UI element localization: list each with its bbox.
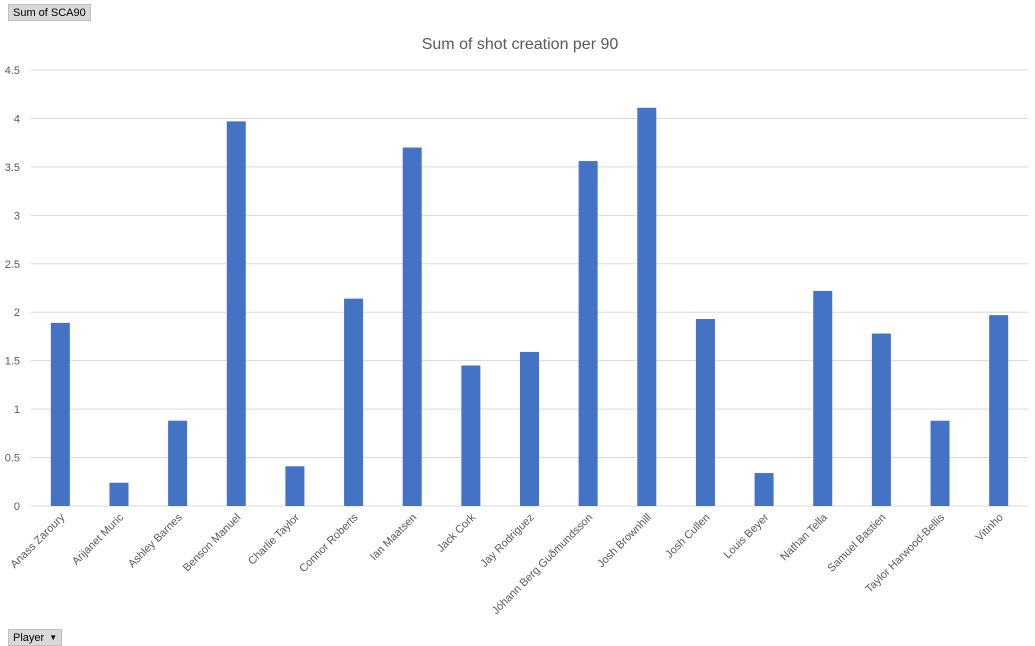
x-tick-label: Josh Cullen [663,512,712,561]
axis-field-label: Player [13,632,45,644]
x-tick-label: Vitinho [974,512,1006,544]
y-tick-label: 1 [14,404,20,416]
x-tick-label: Benson Manuel [181,512,244,575]
x-tick-label: Arijanet Muric [70,511,126,567]
bar [168,420,188,506]
bar [930,420,950,506]
y-tick-label: 1.5 [5,356,20,368]
y-tick-label: 2.5 [5,259,20,271]
gridlines [31,69,1028,507]
value-field-label: Sum of SCA90 [13,7,86,19]
y-tick-label: 3.5 [5,162,20,174]
x-tick-label: Nathan Tella [778,511,830,563]
value-field-button[interactable]: Sum of SCA90 [8,4,91,21]
x-tick-label: Connor Roberts [297,511,361,575]
dropdown-arrow-icon: ▼ [49,633,58,642]
bar [520,351,539,506]
bar [461,365,481,506]
y-tick-label: 0 [14,501,20,513]
bars [50,107,1009,507]
bar [578,161,598,506]
x-tick-label: Louis Beyer [722,511,772,561]
y-tick-label: 3 [14,210,20,222]
y-tick-label: 4 [14,113,20,125]
x-tick-label: Charlie Taylor [246,511,302,567]
chart-title: Sum of shot creation per 90 [422,36,619,53]
bar [50,322,70,506]
bar [813,290,833,506]
bar [695,319,715,506]
x-tick-label: Jóhann Berg Guðmundsson [490,512,595,617]
bar [637,107,657,506]
y-axis-ticks: 0 0.5 1 1.5 2 2.5 3 3.5 4 4.5 [5,65,20,513]
bar [989,315,1009,506]
x-tick-label: Jack Cork [435,511,478,554]
bar [285,466,305,506]
x-tick-label: Anass Zaroury [8,511,67,570]
bar [226,121,246,507]
x-tick-label: Josh Brownhill [595,512,654,571]
x-tick-label: Jay Rodriguez [478,512,536,570]
x-tick-label: Samuel Bastien [826,512,889,575]
x-tick-label: Ian Maatsen [368,512,419,563]
y-tick-label: 4.5 [5,65,20,77]
bar [871,333,891,506]
bar [109,482,129,506]
x-tick-label: Ashley Barnes [126,511,185,570]
bar [754,473,774,506]
y-tick-label: 0.5 [5,453,20,465]
bar [344,298,364,506]
bar [402,147,422,506]
y-tick-label: 2 [14,307,20,319]
x-axis-ticks: Anass Zaroury Arijanet Muric Ashley Barnes… [8,511,1005,617]
axis-field-filter-button[interactable]: Player ▼ [8,629,63,646]
